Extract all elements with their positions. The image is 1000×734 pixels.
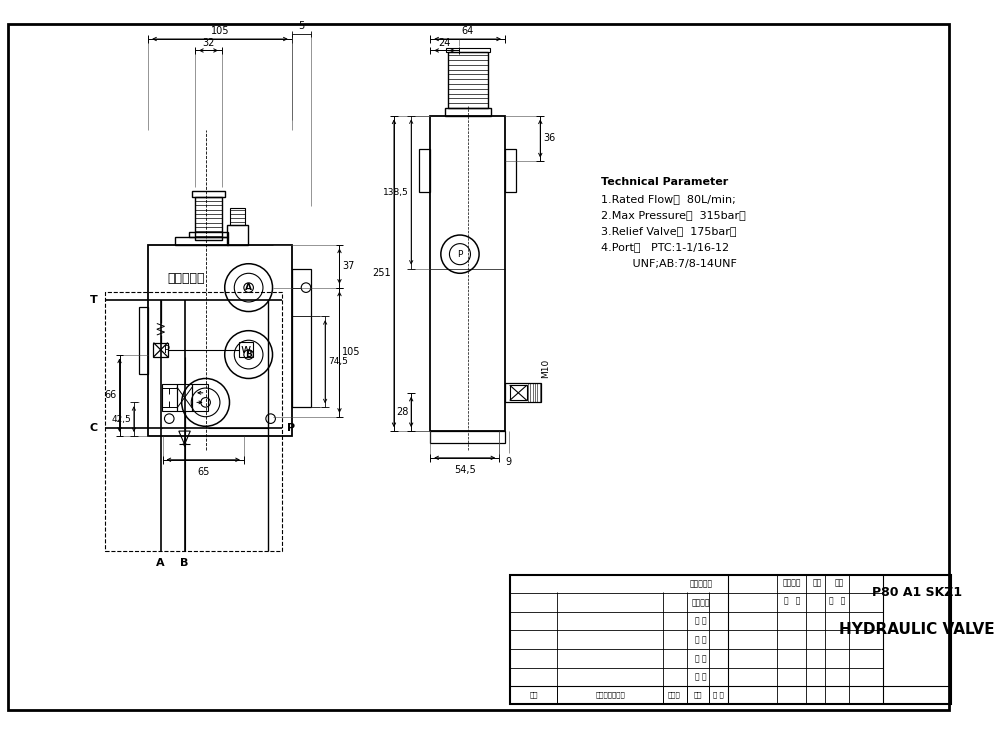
Text: 4.Port：   PTC:1-1/16-12: 4.Port： PTC:1-1/16-12: [601, 242, 729, 252]
Text: 74,5: 74,5: [328, 357, 348, 366]
Text: A: A: [156, 559, 165, 568]
Text: Technical Parameter: Technical Parameter: [601, 178, 728, 187]
Text: 2.Max Pressure：  315bar，: 2.Max Pressure： 315bar，: [601, 210, 745, 220]
Bar: [510, 385, 527, 401]
Text: 32: 32: [202, 37, 215, 48]
Bar: [505, 149, 516, 192]
Text: 24: 24: [438, 37, 451, 48]
Text: A: A: [245, 283, 252, 292]
Text: T: T: [90, 295, 98, 305]
Text: 65: 65: [197, 468, 209, 477]
Bar: [162, 384, 177, 411]
Bar: [105, 292, 282, 550]
Text: P: P: [164, 345, 170, 355]
Text: 制 图: 制 图: [695, 654, 707, 663]
Bar: [446, 48, 490, 52]
Text: w: w: [241, 344, 251, 356]
Text: UNF;AB:7/8-14UNF: UNF;AB:7/8-14UNF: [601, 258, 736, 269]
Text: 105: 105: [342, 347, 361, 357]
Text: 37: 37: [342, 261, 355, 271]
Text: 42,5: 42,5: [111, 415, 131, 424]
Text: 液压原理图: 液压原理图: [168, 272, 205, 285]
Text: C: C: [89, 424, 98, 433]
Text: 更改内容或依据: 更改内容或依据: [595, 691, 625, 698]
Text: 校 对: 校 对: [695, 617, 707, 625]
Text: 1.Rated Flow：  80L/min;: 1.Rated Flow： 80L/min;: [601, 194, 735, 204]
Text: 设 计: 设 计: [695, 672, 707, 682]
Text: 标记: 标记: [529, 691, 538, 698]
Text: B: B: [180, 559, 189, 568]
Text: 重量: 重量: [813, 578, 822, 588]
Text: 更改人: 更改人: [668, 691, 681, 698]
Bar: [175, 237, 228, 244]
Text: 105: 105: [211, 26, 229, 36]
Bar: [192, 384, 208, 411]
Text: 标准化检查: 标准化检查: [689, 579, 712, 589]
Text: P: P: [287, 424, 295, 433]
Text: 图样密记: 图样密记: [783, 578, 801, 588]
Bar: [430, 115, 505, 431]
Bar: [505, 383, 541, 402]
Text: 审 核: 审 核: [713, 691, 724, 698]
Text: HYDRAULIC VALVE: HYDRAULIC VALVE: [839, 622, 995, 637]
Text: P: P: [457, 250, 463, 258]
Bar: [430, 431, 505, 443]
Bar: [419, 149, 430, 192]
Bar: [448, 52, 488, 108]
Bar: [139, 307, 148, 374]
Text: 共   页: 共 页: [784, 597, 800, 606]
Bar: [195, 197, 222, 240]
Bar: [230, 208, 245, 225]
Text: 54,5: 54,5: [454, 465, 476, 476]
Bar: [292, 269, 311, 407]
Bar: [192, 191, 225, 197]
Bar: [177, 384, 192, 411]
Bar: [239, 342, 253, 357]
Bar: [153, 343, 168, 357]
Text: 描 图: 描 图: [695, 635, 707, 644]
Text: 138,5: 138,5: [383, 187, 408, 197]
Text: 64: 64: [461, 26, 474, 36]
Bar: [148, 244, 292, 436]
Text: 日期: 日期: [694, 691, 702, 698]
Text: 9: 9: [506, 457, 512, 467]
Text: 比例: 比例: [834, 578, 844, 588]
Bar: [189, 232, 228, 237]
Bar: [445, 108, 491, 115]
Text: 3.Relief Valve：  175bar；: 3.Relief Valve： 175bar；: [601, 226, 736, 236]
Text: 第   页: 第 页: [829, 597, 845, 606]
Text: 66: 66: [104, 390, 117, 400]
Text: P80 A1 SKZ1: P80 A1 SKZ1: [872, 586, 962, 599]
Text: 36: 36: [543, 134, 555, 143]
Text: 工艺检查: 工艺检查: [692, 598, 710, 607]
Text: 28: 28: [396, 407, 408, 417]
Text: 251: 251: [372, 269, 391, 278]
Text: M10: M10: [542, 359, 551, 379]
Bar: [227, 225, 248, 244]
Bar: [510, 575, 951, 704]
Text: 5: 5: [298, 21, 304, 32]
Text: B: B: [245, 350, 252, 359]
